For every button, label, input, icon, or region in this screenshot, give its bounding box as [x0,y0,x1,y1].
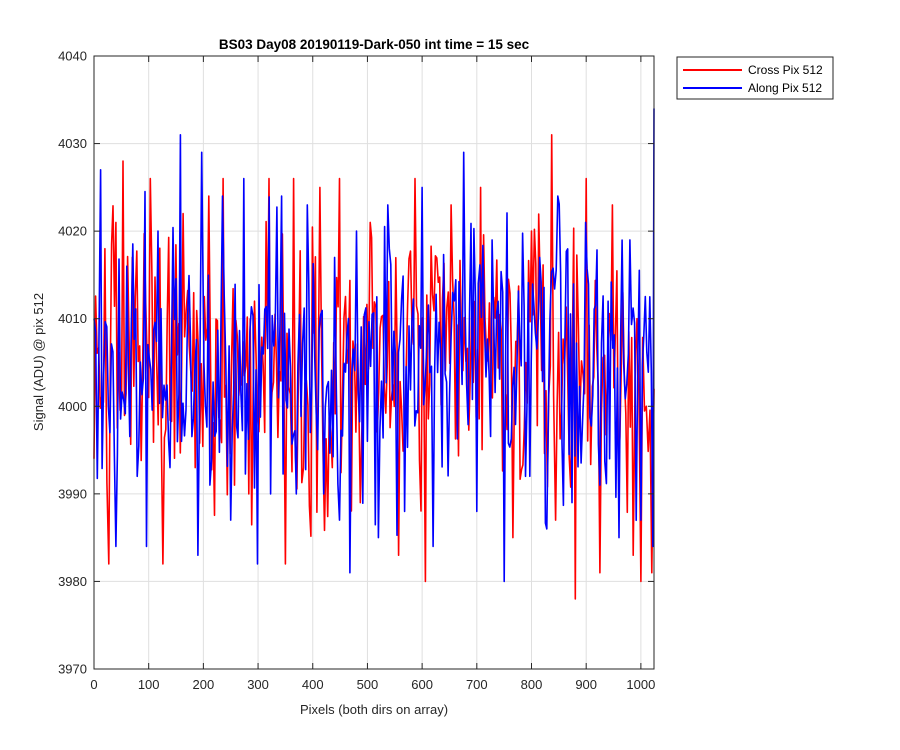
x-tick-label: 400 [302,677,324,692]
x-tick-label: 900 [575,677,597,692]
along-pix-512-line [93,108,655,583]
legend-label-cross: Cross Pix 512 [748,63,823,77]
x-tick-label: 500 [357,677,379,692]
x-tick-label: 200 [193,677,215,692]
y-tick-label: 4010 [58,311,87,326]
legend-box [676,56,834,100]
y-tick-label: 3970 [58,662,87,677]
y-tick-label: 4020 [58,224,87,239]
x-tick-label: 1000 [626,677,655,692]
y-tick-label: 4040 [58,49,87,64]
x-tick-label: 600 [411,677,433,692]
chart-title: BS03 Day08 20190119-Dark-050 int time = … [219,37,530,52]
y-tick-label: 3990 [58,486,87,501]
axes-box [93,55,655,670]
x-tick-label: 700 [466,677,488,692]
y-tick-label: 4030 [58,136,87,151]
x-tick-label: 0 [90,677,97,692]
x-tick-label: 100 [138,677,160,692]
axis-ticks: 0 100 200 300 400 500 600 700 800 900 1000 3970 3980… [58,49,655,693]
y-tick-label: 4000 [58,399,87,414]
y-tick-label: 3980 [58,574,87,589]
y-axis-label: Signal (ADU) @ pix 512 [31,293,46,431]
x-axis-label: Pixels (both dirs on array) [300,702,448,717]
x-tick-label: 800 [521,677,543,692]
legend-label-along: Along Pix 512 [748,81,822,95]
legend: Cross Pix 512 Along Pix 512 [676,56,834,100]
x-tick-label: 300 [247,677,269,692]
series-lines [93,108,655,600]
